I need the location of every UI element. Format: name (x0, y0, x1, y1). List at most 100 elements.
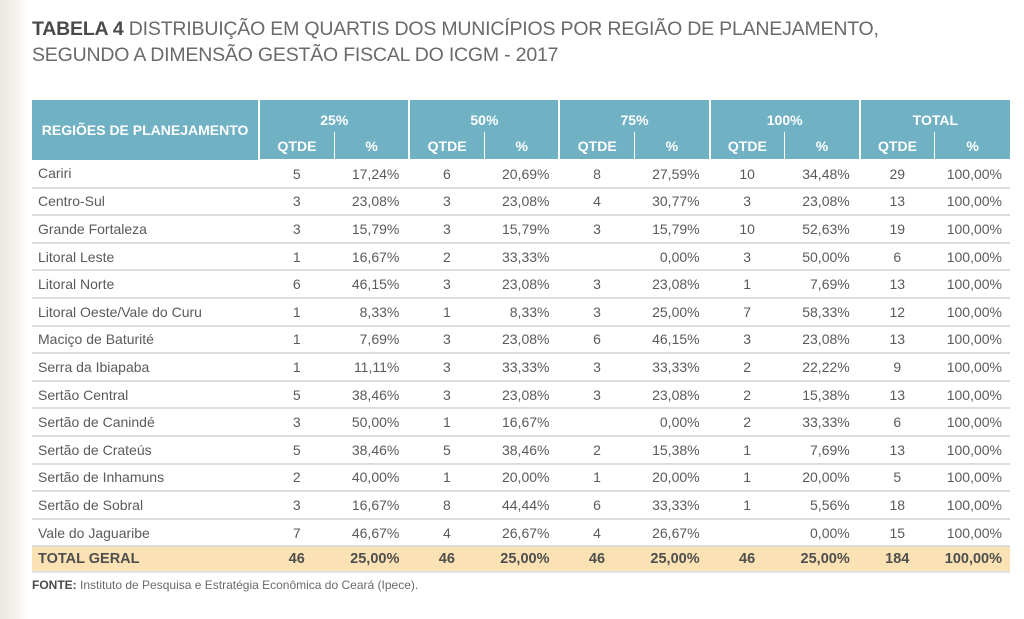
cell-pct-25: 17,24% (334, 160, 410, 189)
cell-pct-total: 100,00% (934, 463, 1010, 493)
cell-qtde-25: 1 (259, 353, 335, 382)
cell-pct-75: 46,15% (634, 325, 710, 355)
cell-pct-total: 100,00% (934, 242, 1010, 272)
cell-pct-50: 26,67% (484, 518, 560, 548)
header-row-sub: QTDE % QTDE % QTDE % QTDE % QTDE % (32, 132, 1010, 161)
cell-qtde-25: 5 (259, 160, 335, 189)
cell-region: Serra da Ibiapaba (32, 353, 260, 382)
cell-region: Grande Fortaleza (32, 215, 260, 244)
source-label: FONTE: (32, 578, 77, 592)
cell-qtde-50: 5 (409, 435, 485, 465)
cell-pct-100: 23,08% (784, 325, 860, 355)
cell-pct-25: 23,08% (334, 187, 410, 217)
table-row: Maciço de Baturité 1 7,69% 3 23,08% 6 46,15% 3 2… (32, 325, 1010, 355)
cell-pct-50: 23,08% (484, 270, 560, 299)
cell-pct-total: 100,00% (934, 297, 1010, 327)
cell-pct-25: 38,46% (334, 380, 410, 410)
cell-qtde-75: 3 (559, 353, 635, 382)
table-row: Sertão Central 5 38,46% 3 23,08% 3 23,08% 2 15,3… (32, 380, 1010, 410)
cell-qtde-total: 13 (859, 380, 935, 410)
cell-qtde-50: 1 (409, 297, 485, 327)
cell-region: Vale do Jaguaribe (32, 518, 260, 548)
cell-qtde-25: 5 (259, 435, 335, 465)
cell-pct-total: 100,00% (934, 491, 1010, 520)
cell-pct-75: 27,59% (634, 160, 710, 189)
cell-pct-100: 7,69% (784, 270, 860, 299)
cell-pct-50: 23,08% (484, 380, 560, 410)
total-qtde-25: 46 (259, 546, 335, 574)
cell-qtde-100: 10 (709, 160, 785, 189)
cell-pct-50: 15,79% (484, 215, 560, 244)
cell-pct-25: 50,00% (334, 408, 410, 437)
table-body: Cariri 5 17,24% 6 20,69% 8 27,59% 10 34,48% 29 100… (32, 160, 1010, 548)
cell-qtde-100 (709, 518, 785, 548)
cell-qtde-50: 3 (409, 215, 485, 244)
cell-pct-50: 16,67% (484, 408, 560, 437)
cell-qtde-50: 1 (409, 408, 485, 437)
cell-pct-100: 22,22% (784, 353, 860, 382)
cell-region: Maciço de Baturité (32, 325, 260, 355)
cell-qtde-75: 3 (559, 380, 635, 410)
cell-qtde-75: 4 (559, 187, 635, 217)
cell-pct-100: 7,69% (784, 435, 860, 465)
header-pct-25: % (334, 132, 411, 161)
cell-pct-total: 100,00% (934, 353, 1010, 382)
cell-qtde-50: 6 (409, 160, 485, 189)
title-line-1-text: DISTRIBUIÇÃO EM QUARTIS DOS MUNICÍPIOS P… (123, 18, 879, 40)
header-qtde-50: QTDE (409, 132, 485, 161)
cell-qtde-25: 3 (259, 408, 335, 437)
cell-qtde-100: 2 (709, 353, 785, 382)
header-pct-50: % (484, 132, 561, 161)
total-qtde-75: 46 (559, 546, 635, 574)
cell-qtde-50: 2 (409, 242, 485, 272)
cell-qtde-100: 2 (709, 380, 785, 410)
table-row: Sertão de Canindé 3 50,00% 1 16,67% 0,00% 2 33,… (32, 408, 1010, 437)
cell-qtde-100: 3 (709, 242, 785, 272)
cell-qtde-100: 10 (709, 215, 785, 244)
header-group-75: 75% (559, 100, 711, 132)
cell-pct-50: 23,08% (484, 187, 560, 217)
cell-pct-25: 46,15% (334, 270, 410, 299)
table-header: REGIÕES DE PLANEJAMENTO 25% 50% 75% 100%… (32, 100, 1010, 161)
cell-pct-total: 100,00% (934, 325, 1010, 355)
cell-qtde-75: 1 (559, 463, 635, 493)
source-text: Instituto de Pesquisa e Estratégia Econô… (76, 578, 419, 592)
cell-pct-25: 46,67% (334, 518, 410, 548)
cell-pct-75: 0,00% (634, 242, 710, 272)
cell-pct-25: 38,46% (334, 435, 410, 465)
header-qtde-100: QTDE (709, 132, 786, 161)
cell-region: Sertão de Crateús (32, 435, 260, 465)
cell-pct-100: 34,48% (784, 160, 860, 189)
cell-pct-total: 100,00% (934, 518, 1010, 548)
cell-pct-75: 33,33% (634, 353, 710, 382)
table-row: Sertão de Crateús 5 38,46% 5 38,46% 2 15,38% 1 7… (32, 435, 1010, 465)
source-note: FONTE: Instituto de Pesquisa e Estratégi… (32, 578, 418, 592)
cell-qtde-25: 5 (259, 380, 335, 410)
cell-qtde-100: 7 (709, 297, 785, 327)
title-line-2: SEGUNDO A DIMENSÃO GESTÃO FISCAL DO ICGM… (32, 44, 559, 66)
cell-qtde-75: 3 (559, 297, 635, 327)
table-row: Litoral Oeste/Vale do Curu 1 8,33% 1 8,33% 3 2… (32, 297, 1010, 327)
header-qtde-total: QTDE (859, 132, 936, 161)
cell-qtde-total: 13 (859, 187, 935, 217)
cell-qtde-total: 15 (859, 518, 935, 548)
cell-qtde-25: 3 (259, 187, 335, 217)
total-pct-75: 25,00% (634, 546, 710, 574)
cell-qtde-75: 2 (559, 435, 635, 465)
paper-edge-texture (0, 0, 28, 619)
cell-pct-total: 100,00% (934, 435, 1010, 465)
cell-pct-50: 20,00% (484, 463, 560, 493)
cell-qtde-total: 6 (859, 408, 935, 437)
total-pct-total: 100,00% (934, 546, 1010, 574)
cell-qtde-100: 1 (709, 491, 785, 520)
cell-pct-75: 0,00% (634, 408, 710, 437)
header-pct-75: % (634, 132, 711, 161)
cell-qtde-total: 13 (859, 270, 935, 299)
cell-pct-50: 33,33% (484, 353, 560, 382)
header-regions: REGIÕES DE PLANEJAMENTO (32, 100, 261, 160)
cell-pct-total: 100,00% (934, 270, 1010, 299)
cell-qtde-75 (559, 408, 635, 437)
cell-pct-100: 52,63% (784, 215, 860, 244)
cell-qtde-total: 12 (859, 297, 935, 327)
cell-pct-25: 8,33% (334, 297, 410, 327)
